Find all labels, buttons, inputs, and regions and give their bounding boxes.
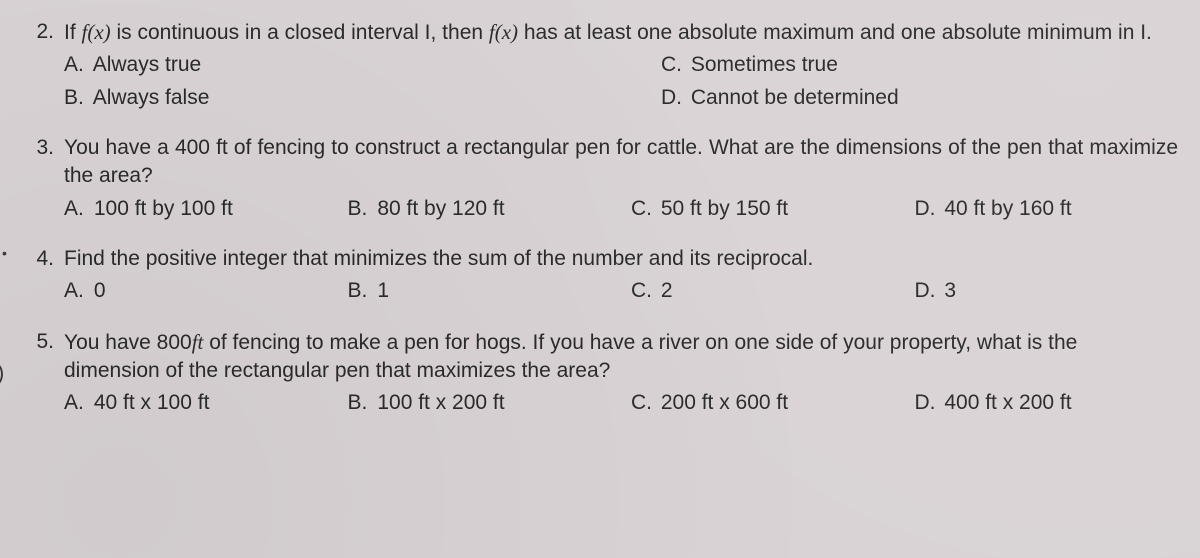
choice-a[interactable]: A. Always true bbox=[64, 51, 581, 79]
choice-b[interactable]: B. 100 ft x 200 ft bbox=[348, 389, 612, 417]
choice-letter: A. bbox=[64, 389, 88, 417]
choice-letter: C. bbox=[631, 195, 655, 223]
question-5: 5. You have 800ft of fencing to make a p… bbox=[18, 328, 1178, 418]
choice-text: 50 ft by 150 ft bbox=[661, 197, 788, 220]
choice-text: 40 ft by 160 ft bbox=[944, 197, 1071, 220]
choice-text: 2 bbox=[661, 279, 673, 302]
choice-letter: A. bbox=[64, 195, 88, 223]
choices: A. 0 B. 1 C. 2 D. 3 bbox=[64, 277, 1178, 305]
stem-text: You have 800 bbox=[64, 331, 192, 354]
choice-text: 3 bbox=[944, 279, 956, 302]
choice-text: Always true bbox=[93, 53, 202, 76]
choice-b[interactable]: B. 80 ft by 120 ft bbox=[348, 195, 612, 223]
choice-text: 80 ft by 120 ft bbox=[377, 197, 504, 220]
stem-text: is continuous in a closed interval I, th… bbox=[111, 21, 489, 44]
choices: A. 100 ft by 100 ft B. 80 ft by 120 ft C… bbox=[64, 195, 1178, 223]
stem-text: of fencing to make a pen for hogs. If yo… bbox=[64, 331, 1077, 382]
question-stem: If f(x) is continuous in a closed interv… bbox=[64, 18, 1178, 47]
stem-text: has at least one absolute maximum and on… bbox=[518, 21, 1152, 44]
choice-letter: C. bbox=[631, 389, 655, 417]
choice-text: Sometimes true bbox=[691, 53, 838, 76]
choice-b[interactable]: B. 1 bbox=[348, 277, 612, 305]
stem-text: If bbox=[64, 21, 82, 44]
choice-d[interactable]: D. 3 bbox=[915, 277, 1179, 305]
question-3: 3. You have a 400 ft of fencing to const… bbox=[18, 134, 1178, 223]
math-fx: f(x) bbox=[489, 20, 518, 44]
choices: A. Always true C. Sometimes true B. Alwa… bbox=[64, 51, 1178, 112]
choice-text: 100 ft by 100 ft bbox=[94, 197, 233, 220]
choice-d[interactable]: D. 40 ft by 160 ft bbox=[915, 195, 1179, 223]
question-number: 2. bbox=[18, 18, 64, 46]
choice-text: Always false bbox=[93, 86, 210, 109]
choice-letter: B. bbox=[348, 195, 372, 223]
choice-d[interactable]: D. Cannot be determined bbox=[661, 84, 1178, 112]
question-stem: You have 800ft of fencing to make a pen … bbox=[64, 328, 1178, 386]
choice-a[interactable]: A. 40 ft x 100 ft bbox=[64, 389, 328, 417]
question-4: 4. Find the positive integer that minimi… bbox=[18, 245, 1178, 306]
margin-dot: • bbox=[2, 244, 7, 263]
math-ft: ft bbox=[192, 330, 204, 354]
choice-c[interactable]: C. 200 ft x 600 ft bbox=[631, 389, 895, 417]
edge-glyph: ) bbox=[0, 358, 4, 388]
choice-letter: C. bbox=[631, 277, 655, 305]
choice-letter: D. bbox=[661, 84, 685, 112]
choice-text: 0 bbox=[94, 279, 106, 302]
choice-letter: B. bbox=[348, 277, 372, 305]
choice-text: 400 ft x 200 ft bbox=[944, 391, 1071, 414]
math-fx: f(x) bbox=[82, 20, 111, 44]
choice-letter: B. bbox=[348, 389, 372, 417]
choices: A. 40 ft x 100 ft B. 100 ft x 200 ft C. … bbox=[64, 389, 1178, 417]
choice-letter: A. bbox=[64, 277, 88, 305]
question-number: 5. bbox=[18, 328, 64, 356]
choice-text: Cannot be determined bbox=[691, 86, 899, 109]
choice-c[interactable]: C. Sometimes true bbox=[661, 51, 1178, 79]
question-stem: Find the positive integer that minimizes… bbox=[64, 245, 1178, 273]
question-2: 2. If f(x) is continuous in a closed int… bbox=[18, 18, 1178, 112]
choice-text: 40 ft x 100 ft bbox=[94, 391, 210, 414]
choice-letter: A. bbox=[64, 51, 88, 79]
choice-a[interactable]: A. 100 ft by 100 ft bbox=[64, 195, 328, 223]
question-stem: You have a 400 ft of fencing to construc… bbox=[64, 134, 1178, 191]
choice-a[interactable]: A. 0 bbox=[64, 277, 328, 305]
question-number: 3. bbox=[18, 134, 64, 162]
choice-c[interactable]: C. 2 bbox=[631, 277, 895, 305]
choice-text: 1 bbox=[377, 279, 389, 302]
choice-d[interactable]: D. 400 ft x 200 ft bbox=[915, 389, 1179, 417]
choice-text: 100 ft x 200 ft bbox=[377, 391, 504, 414]
question-number: 4. bbox=[18, 245, 64, 273]
choice-c[interactable]: C. 50 ft by 150 ft bbox=[631, 195, 895, 223]
choice-text: 200 ft x 600 ft bbox=[661, 391, 788, 414]
choice-letter: C. bbox=[661, 51, 685, 79]
choice-letter: D. bbox=[915, 195, 939, 223]
choice-letter: D. bbox=[915, 389, 939, 417]
choice-letter: D. bbox=[915, 277, 939, 305]
choice-letter: B. bbox=[64, 84, 88, 112]
choice-b[interactable]: B. Always false bbox=[64, 84, 581, 112]
